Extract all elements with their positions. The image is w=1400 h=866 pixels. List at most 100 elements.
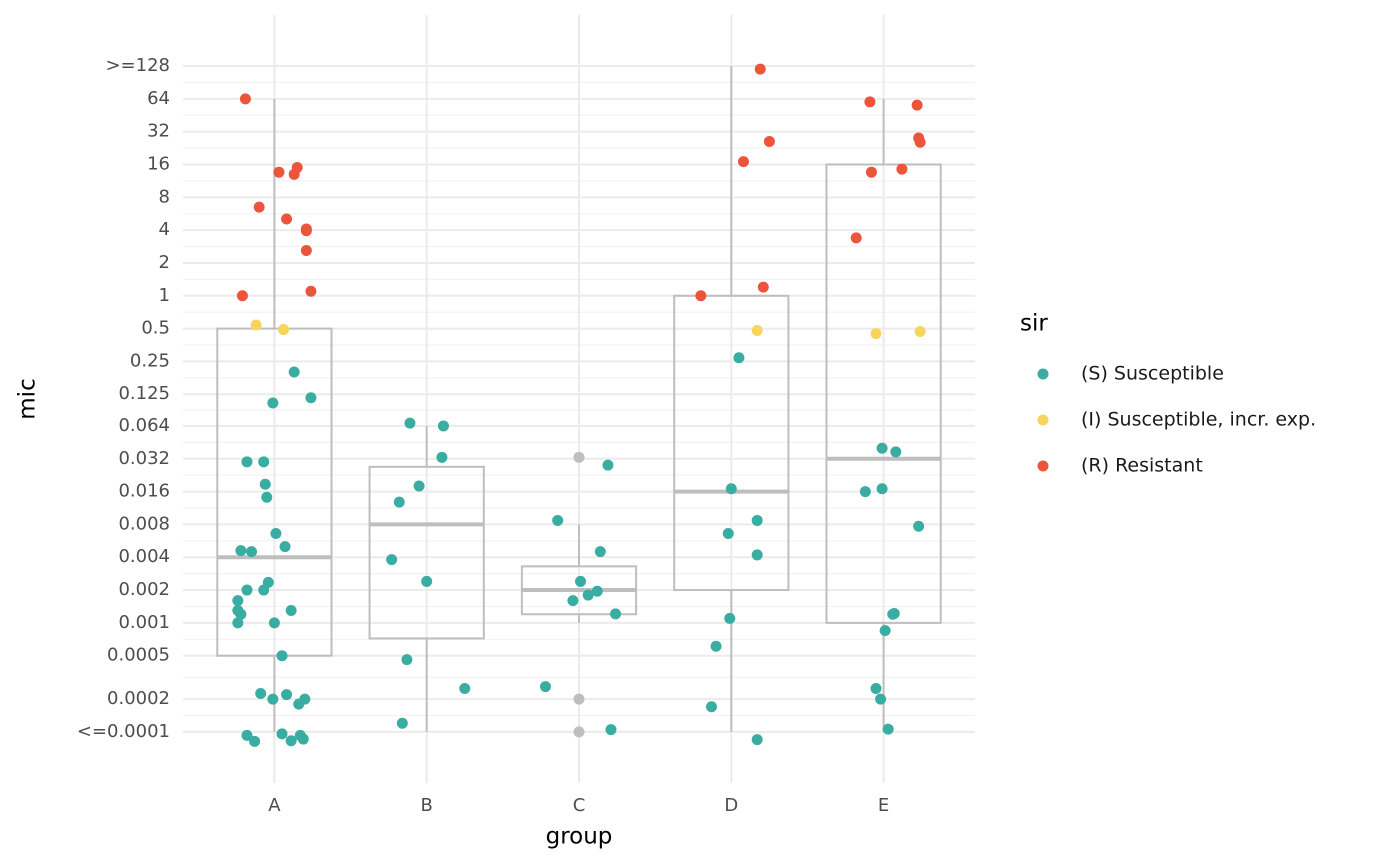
y-tick-label: 0.0005 xyxy=(107,645,170,666)
point xyxy=(582,589,594,601)
point xyxy=(267,693,279,705)
x-tick-label: C xyxy=(573,795,586,816)
point xyxy=(258,456,270,468)
point xyxy=(870,328,882,340)
x-tick-label: E xyxy=(878,795,889,816)
point xyxy=(763,136,775,148)
point xyxy=(751,514,763,526)
point xyxy=(232,595,244,607)
point xyxy=(259,478,271,490)
point xyxy=(710,640,722,652)
point xyxy=(267,397,279,409)
axes: <=0.0001 0.0002 0.0005 0.001 0.002 0.004 0.008… xyxy=(77,55,889,816)
point xyxy=(261,491,273,503)
point xyxy=(255,688,267,700)
y-tick-label: 16 xyxy=(147,153,170,174)
point xyxy=(751,549,763,561)
point xyxy=(239,93,251,105)
point xyxy=(273,166,285,178)
point xyxy=(241,584,253,596)
box xyxy=(368,465,485,640)
y-tick-label: 0.032 xyxy=(118,448,170,469)
point xyxy=(567,595,579,607)
point xyxy=(235,608,247,620)
legend-marker xyxy=(1037,368,1049,380)
point xyxy=(279,541,291,553)
point xyxy=(914,136,926,148)
point xyxy=(413,480,425,492)
point xyxy=(297,733,309,745)
point xyxy=(539,681,551,693)
grid xyxy=(183,15,975,783)
point xyxy=(605,724,617,736)
point xyxy=(725,483,737,495)
y-tick-label: 8 xyxy=(159,186,170,207)
y-tick-label: 0.001 xyxy=(118,612,170,633)
legend: sir (S) Susceptible (I) Susceptible, incr… xyxy=(1020,311,1316,477)
y-tick-label: 0.5 xyxy=(141,318,170,339)
legend-marker xyxy=(1037,414,1049,426)
point xyxy=(396,717,408,729)
point xyxy=(591,585,603,597)
boxes xyxy=(216,66,942,732)
point xyxy=(241,729,253,741)
box xyxy=(673,294,790,592)
point xyxy=(404,417,416,429)
point xyxy=(293,698,305,710)
point xyxy=(876,442,888,454)
point xyxy=(875,693,887,705)
point xyxy=(241,456,253,468)
point xyxy=(573,451,585,463)
point xyxy=(386,554,398,566)
point xyxy=(285,735,297,747)
point xyxy=(870,683,882,695)
point xyxy=(882,723,894,735)
point xyxy=(706,701,718,713)
point xyxy=(879,625,891,637)
point xyxy=(876,483,888,495)
legend-title: sir xyxy=(1020,311,1048,337)
point xyxy=(724,612,736,624)
point xyxy=(602,459,614,471)
y-tick-label: 2 xyxy=(159,252,170,273)
y-tick-label: 0.125 xyxy=(118,383,170,404)
y-tick-label: 0.0002 xyxy=(107,688,170,709)
point xyxy=(850,232,862,244)
point xyxy=(552,514,564,526)
y-tick-label: 0.002 xyxy=(118,579,170,600)
y-tick-label: 1 xyxy=(159,285,170,306)
point xyxy=(250,319,262,331)
point xyxy=(270,528,282,540)
point xyxy=(437,420,449,432)
point xyxy=(276,728,288,740)
legend-marker xyxy=(1037,460,1049,472)
y-tick-label: >=128 xyxy=(105,55,170,76)
point xyxy=(733,352,745,364)
point xyxy=(246,546,258,558)
point xyxy=(291,162,303,174)
point xyxy=(911,99,923,111)
point xyxy=(888,607,900,619)
point xyxy=(268,617,280,629)
point xyxy=(232,617,244,629)
legend-label: (I) Susceptible, incr. exp. xyxy=(1081,409,1316,431)
point xyxy=(751,734,763,746)
point xyxy=(281,213,293,225)
y-tick-label: 0.25 xyxy=(130,350,170,371)
legend-label: (R) Resistant xyxy=(1081,455,1203,477)
point xyxy=(253,201,265,213)
point xyxy=(751,325,763,337)
box xyxy=(825,163,942,624)
point xyxy=(235,545,247,557)
point xyxy=(754,63,766,75)
point xyxy=(737,156,749,168)
point xyxy=(722,528,734,540)
point xyxy=(276,650,288,662)
x-axis-label: group xyxy=(546,824,613,850)
point xyxy=(436,451,448,463)
y-tick-label: 0.004 xyxy=(118,546,170,567)
point xyxy=(421,575,433,587)
point xyxy=(575,575,587,587)
y-tick-label: 0.064 xyxy=(118,415,170,436)
